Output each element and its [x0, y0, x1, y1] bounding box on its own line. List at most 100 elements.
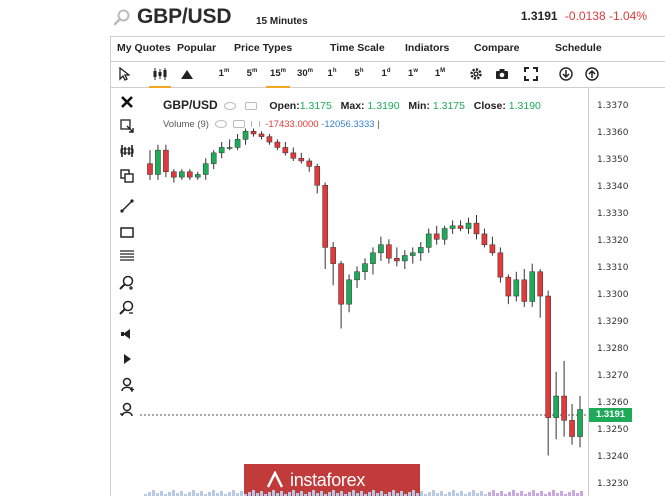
candle[interactable] [187, 169, 193, 180]
scroll-left-icon[interactable] [119, 326, 135, 342]
candle[interactable] [545, 290, 551, 456]
zoom-in-icon[interactable] [119, 275, 135, 291]
close-icon[interactable] [119, 94, 135, 110]
visibility-icon[interactable] [214, 120, 227, 129]
camera-icon[interactable] [494, 65, 510, 83]
candle[interactable] [155, 144, 161, 180]
timeframe-1M[interactable]: 1M [431, 65, 449, 83]
menu-schedule[interactable]: Schedule [555, 42, 602, 54]
settings-icon[interactable] [468, 65, 484, 83]
crosshair-icon[interactable] [119, 118, 135, 134]
download-icon[interactable] [558, 65, 574, 83]
timeframe-30m[interactable]: 30m [295, 65, 315, 83]
candle[interactable] [194, 171, 201, 180]
settings-icon[interactable] [232, 120, 245, 129]
candle[interactable] [370, 247, 376, 275]
trendline-icon[interactable] [119, 198, 135, 214]
candle[interactable] [417, 242, 424, 261]
candle[interactable] [457, 220, 464, 232]
menu-time-scale[interactable]: Time Scale [330, 42, 385, 54]
candle[interactable] [226, 139, 233, 151]
candle[interactable] [537, 269, 543, 318]
menu-indicators[interactable]: Indiators [405, 42, 450, 54]
price-axis[interactable]: 1.3370 1.3360 1.3350 1.3340 1.3330 1.3320 1.33… [588, 88, 665, 496]
candle[interactable] [489, 236, 496, 256]
candle[interactable] [306, 158, 313, 172]
candle[interactable] [449, 220, 456, 234]
candle[interactable] [266, 133, 273, 145]
magnet-icon[interactable] [119, 143, 135, 159]
timeframe-1h[interactable]: 1h [325, 65, 339, 83]
candle[interactable] [354, 266, 360, 288]
candle[interactable] [497, 247, 504, 283]
timeframe-1d[interactable]: 1d [379, 65, 393, 83]
candle[interactable] [298, 152, 305, 164]
candle[interactable] [441, 225, 448, 245]
candle[interactable] [577, 396, 583, 448]
candle[interactable] [529, 263, 536, 307]
candle[interactable] [338, 260, 344, 329]
upload-icon[interactable] [584, 65, 600, 83]
candle[interactable] [234, 133, 241, 151]
menu-compare[interactable]: Compare [474, 42, 520, 54]
candle[interactable] [473, 214, 480, 240]
candlestick-chart-icon[interactable] [149, 65, 171, 88]
candle[interactable] [394, 247, 400, 267]
menu-price-types[interactable]: Price Types [234, 42, 293, 54]
visibility-icon[interactable] [223, 102, 236, 111]
candle[interactable] [362, 258, 368, 280]
candle[interactable] [210, 150, 217, 170]
cursor-icon[interactable] [117, 65, 131, 83]
candle[interactable] [465, 217, 472, 234]
fibonacci-icon[interactable] [119, 248, 135, 264]
candle[interactable] [258, 131, 265, 140]
candle[interactable] [553, 371, 559, 440]
candle[interactable] [569, 404, 575, 445]
candle[interactable] [346, 274, 352, 313]
candle[interactable] [433, 225, 440, 245]
candle[interactable] [179, 169, 185, 180]
candle[interactable] [250, 128, 257, 137]
candle[interactable] [314, 163, 321, 194]
timeframe-1w[interactable]: 1w [405, 65, 421, 83]
rectangle-icon[interactable] [119, 224, 135, 240]
candle[interactable] [505, 274, 512, 305]
scroll-right-icon[interactable] [119, 351, 135, 367]
candle[interactable] [274, 139, 281, 151]
candle[interactable] [378, 236, 384, 261]
candle[interactable] [561, 360, 567, 437]
price-chart[interactable] [140, 88, 588, 496]
mountain-chart-icon[interactable] [179, 65, 195, 83]
timeframe-5h[interactable]: 5h [352, 65, 366, 83]
timeframe-5m[interactable]: 5m [244, 65, 260, 83]
zoom-out-icon[interactable] [119, 300, 135, 316]
candle[interactable] [386, 239, 392, 264]
candle[interactable] [171, 169, 177, 183]
candle[interactable] [409, 247, 416, 264]
candle[interactable] [481, 228, 488, 248]
candle[interactable] [425, 228, 432, 253]
copy-icon[interactable] [119, 168, 135, 184]
candle[interactable] [147, 150, 153, 180]
zoom-add-icon[interactable] [119, 377, 135, 393]
candle[interactable] [330, 242, 336, 286]
menu-my-quotes[interactable]: My Quotes [117, 42, 171, 54]
search-icon[interactable] [113, 8, 131, 26]
zoom-reset-icon[interactable] [119, 402, 135, 418]
candle[interactable] [322, 182, 328, 270]
candle[interactable] [513, 271, 520, 302]
menu-popular[interactable]: Popular [177, 42, 217, 54]
candle[interactable] [402, 250, 408, 270]
settings-icon[interactable] [244, 102, 257, 111]
timeframe-15m[interactable]: 15m [266, 65, 290, 88]
candle[interactable] [282, 142, 289, 156]
candlestick-plot[interactable] [140, 88, 588, 496]
candle[interactable] [202, 158, 209, 180]
candle[interactable] [218, 142, 225, 159]
candle[interactable] [242, 128, 249, 145]
remove-icon[interactable] [250, 121, 260, 128]
fullscreen-icon[interactable] [523, 65, 539, 83]
candle[interactable] [290, 147, 297, 161]
candle[interactable] [163, 144, 169, 178]
timeframe-1m[interactable]: 1m [216, 65, 232, 83]
